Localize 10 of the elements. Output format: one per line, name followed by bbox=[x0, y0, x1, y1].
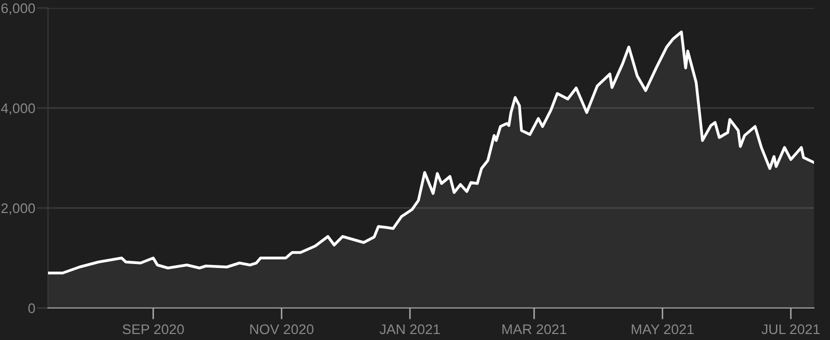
y-tick-label: 0 bbox=[28, 303, 35, 314]
y-tick-label: 6,000 bbox=[1, 3, 35, 15]
y-tick-label: 2,000 bbox=[1, 203, 35, 215]
x-tick-label: JUL 2021 bbox=[762, 324, 820, 334]
y-tick-label: 4,000 bbox=[1, 103, 35, 115]
x-tick-label: MAY 2021 bbox=[632, 324, 694, 334]
x-tick-label: JAN 2021 bbox=[380, 324, 440, 334]
x-tick-label: MAR 2021 bbox=[502, 324, 566, 334]
x-tick-label: SEP 2020 bbox=[122, 324, 184, 334]
x-tick-label: NOV 2020 bbox=[250, 324, 314, 334]
